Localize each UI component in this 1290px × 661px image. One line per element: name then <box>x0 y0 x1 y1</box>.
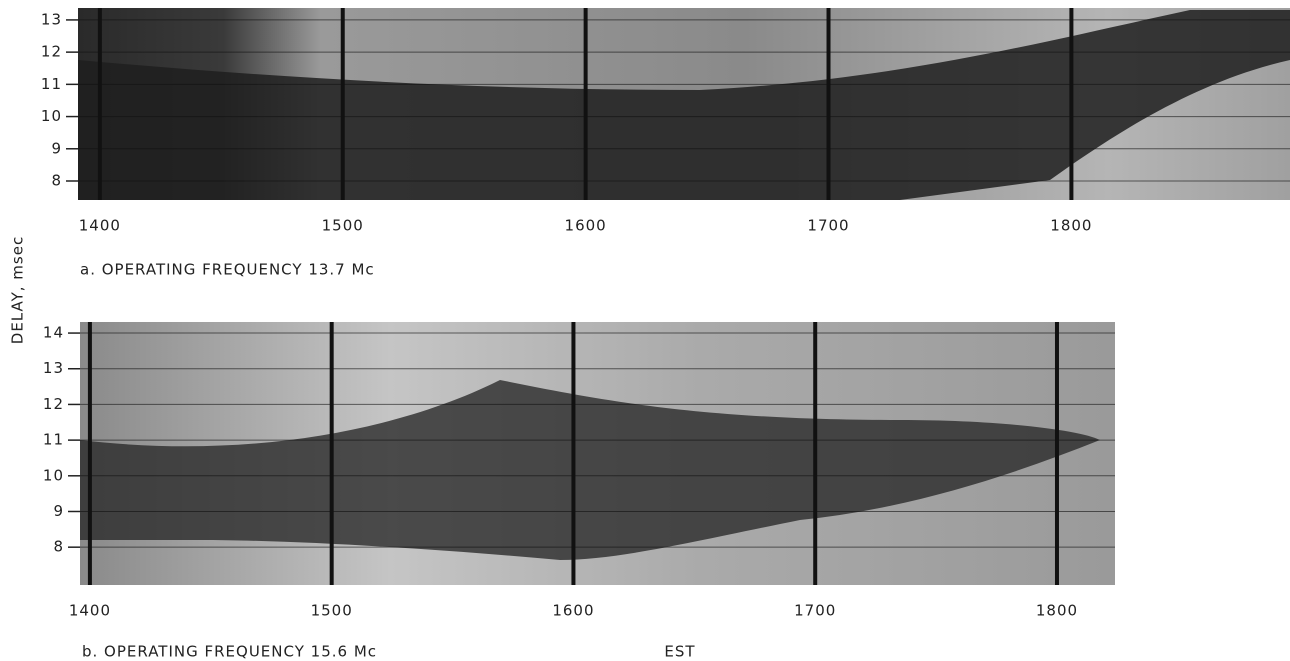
x-tick-label: 1700 <box>807 217 849 235</box>
x-tick-label: 1500 <box>322 217 364 235</box>
y-tick-label: 8 <box>53 538 64 556</box>
y-tick-label: 13 <box>43 359 64 377</box>
y-tick-label: 13 <box>41 10 62 28</box>
y-tick-label: 11 <box>43 431 64 449</box>
y-axis-label: DELAY, msec <box>9 236 27 344</box>
caption: a. OPERATING FREQUENCY 13.7 Mc <box>80 261 375 279</box>
y-tick-label: 14 <box>43 324 64 342</box>
y-tick-label: 11 <box>41 75 62 93</box>
y-tick-label: 8 <box>51 171 62 189</box>
x-tick-label: 1600 <box>552 602 594 620</box>
x-tick-label: 1500 <box>311 602 353 620</box>
x-tick-label: 1400 <box>69 602 111 620</box>
record-echo <box>80 380 1100 560</box>
y-tick-label: 10 <box>43 466 64 484</box>
y-tick-label: 12 <box>43 395 64 413</box>
x-tick-label: 1400 <box>79 217 121 235</box>
x-tick-label: 1800 <box>1036 602 1078 620</box>
record-echo <box>78 10 1290 200</box>
y-tick-label: 9 <box>53 502 64 520</box>
x-tick-label: 1600 <box>565 217 607 235</box>
y-tick-label: 9 <box>51 139 62 157</box>
y-tick-label: 10 <box>41 107 62 125</box>
y-tick-label: 12 <box>41 43 62 61</box>
caption: b. OPERATING FREQUENCY 15.6 Mc <box>82 643 377 661</box>
x-tick-label: 1700 <box>794 602 836 620</box>
x-tick-label: 1800 <box>1050 217 1092 235</box>
x-axis-label: EST <box>664 643 695 661</box>
